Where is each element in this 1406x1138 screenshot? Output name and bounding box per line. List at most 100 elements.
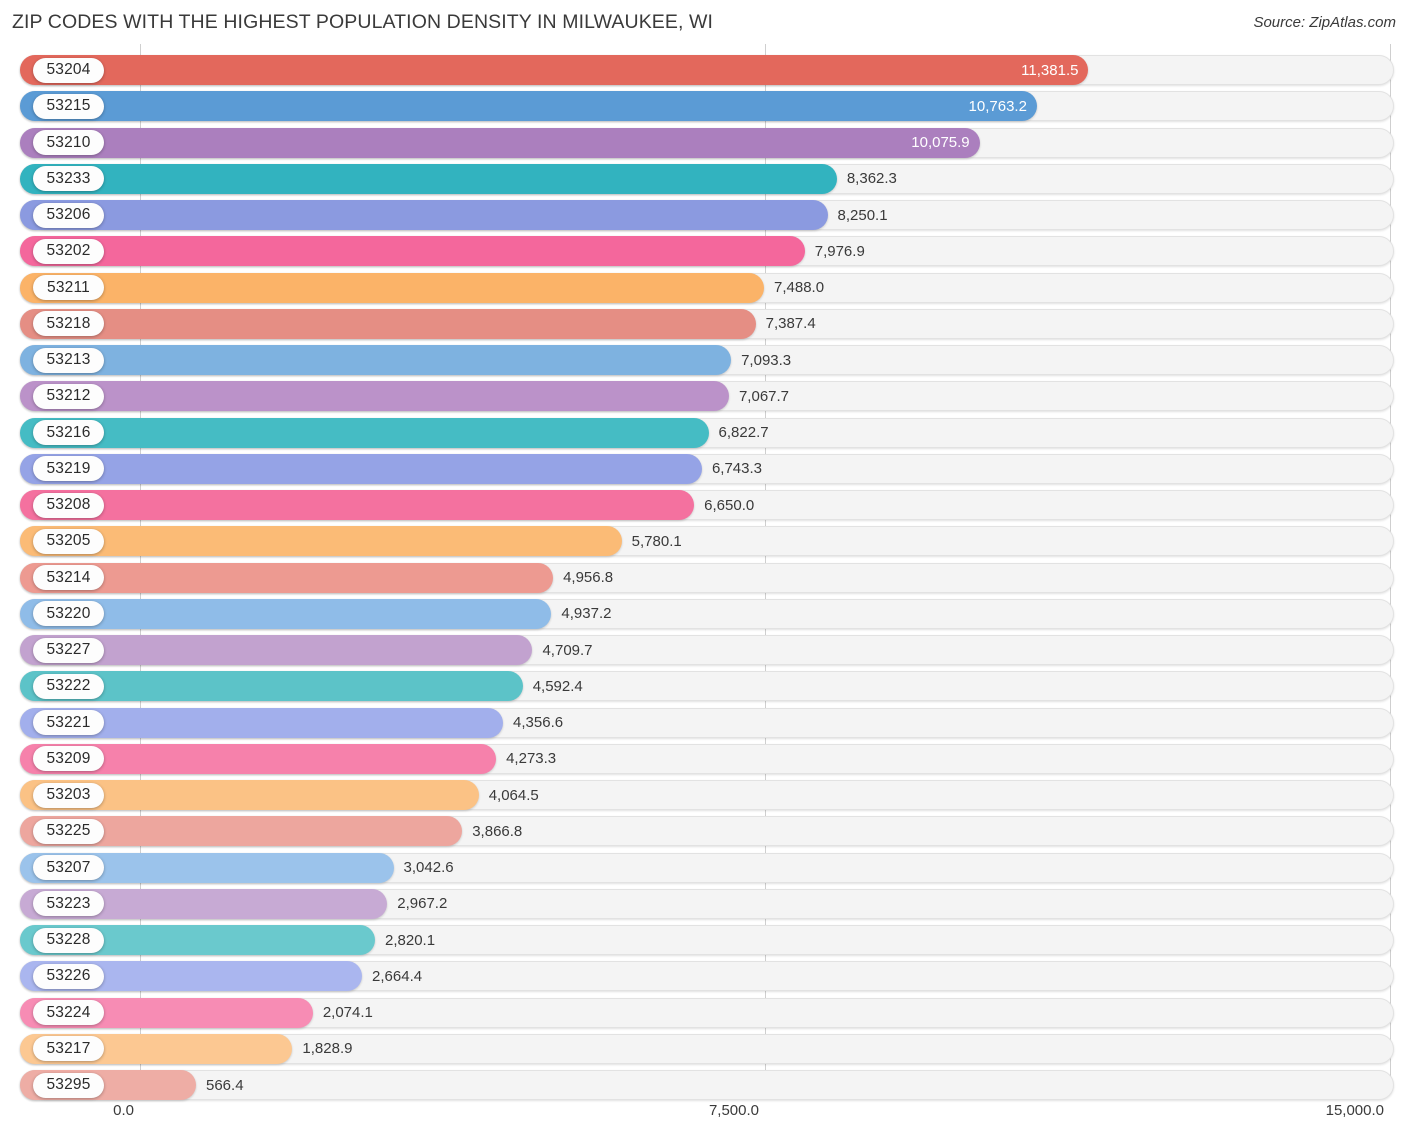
- bar-value-label: 2,664.4: [372, 967, 423, 985]
- bar-row[interactable]: 53212 7,067.7: [0, 381, 1406, 412]
- bar[interactable]: [20, 127, 980, 158]
- bar-category-pill: 53203: [33, 782, 104, 808]
- bar-row[interactable]: 53203 4,064.5: [0, 780, 1406, 810]
- bar-category-pill: 53215: [33, 93, 104, 119]
- bar-category-label: 53218: [46, 314, 91, 332]
- bar-category-pill: 53225: [33, 818, 104, 844]
- bar-row[interactable]: 53227 4,709.7: [0, 635, 1406, 665]
- bar-value-label: 4,273.3: [506, 750, 557, 768]
- bar-row[interactable]: 53221 4,356.6: [0, 707, 1406, 738]
- bar-row[interactable]: 53206 8,250.1: [0, 200, 1406, 230]
- source-attribution: Source: ZipAtlas.com: [1253, 14, 1396, 31]
- bar-value-label: 8,250.1: [837, 206, 888, 224]
- bar[interactable]: [20, 453, 702, 484]
- bar-row[interactable]: 53213 7,093.3: [0, 345, 1406, 375]
- bar-rows: 53204 11,381.5 53215 10,763.2 53210 10,075.9 5…: [0, 44, 1406, 1100]
- bar-category-pill: 53220: [33, 601, 104, 627]
- bar-category-label: 53202: [46, 242, 91, 260]
- bar-value-label: 7,387.4: [765, 315, 816, 333]
- bar-row[interactable]: 53215 10,763.2: [0, 91, 1406, 122]
- bar-row[interactable]: 53211 7,488.0: [0, 272, 1406, 303]
- bar-value-label: 10,075.9: [911, 134, 970, 151]
- bar[interactable]: [20, 526, 622, 557]
- bar-category-pill: 53213: [33, 347, 104, 373]
- bar-row[interactable]: 53222 4,592.4: [0, 671, 1406, 702]
- bar-category-pill: 53216: [33, 420, 104, 445]
- bar-category-label: 53221: [46, 713, 91, 731]
- bar-value-label: 3,042.6: [403, 859, 454, 876]
- bar-row[interactable]: 53219 6,743.3: [0, 453, 1406, 484]
- bar-category-label: 53211: [47, 278, 90, 296]
- bar[interactable]: [20, 490, 695, 520]
- bar-row[interactable]: 53224 2,074.1: [0, 997, 1406, 1028]
- bar-row[interactable]: 53218 7,387.4: [0, 308, 1406, 339]
- bar-row[interactable]: 53207 3,042.6: [0, 852, 1406, 883]
- bar-category-pill: 53205: [33, 528, 104, 554]
- bar[interactable]: [20, 417, 709, 448]
- bar[interactable]: [20, 91, 1037, 122]
- bar-category-pill: 53211: [33, 275, 104, 300]
- bar-row[interactable]: 53223 2,967.2: [0, 888, 1406, 919]
- bar-category-label: 53208: [46, 496, 91, 513]
- bar-row[interactable]: 53225 3,866.8: [0, 816, 1406, 847]
- bar[interactable]: [20, 308, 756, 339]
- bar[interactable]: [20, 236, 805, 267]
- page-title: ZIP CODES WITH THE HIGHEST POPULATION DE…: [12, 11, 714, 33]
- bar[interactable]: [20, 635, 533, 665]
- bar-category-pill: 53226: [33, 963, 104, 989]
- bar-category-label: 53226: [46, 967, 91, 985]
- bar[interactable]: [20, 562, 554, 593]
- bar-category-pill: 53228: [33, 927, 104, 953]
- bar[interactable]: [20, 598, 552, 629]
- bar-value-label: 2,820.1: [385, 931, 436, 949]
- bar-category-pill: 53233: [33, 166, 104, 192]
- bar-row[interactable]: 53226 2,664.4: [0, 961, 1406, 992]
- bar-row[interactable]: 53220 4,937.2: [0, 598, 1406, 629]
- bar-row[interactable]: 53202 7,976.9: [0, 236, 1406, 267]
- bar-value-label: 1,828.9: [302, 1040, 353, 1058]
- bar-category-pill: 53210: [33, 130, 104, 155]
- bar-category-pill: 53217: [33, 1036, 104, 1062]
- bar-row[interactable]: 53209 4,273.3: [0, 743, 1406, 774]
- bar-category-label: 53224: [46, 1003, 91, 1021]
- bar-row[interactable]: 53228 2,820.1: [0, 925, 1406, 955]
- bar[interactable]: [20, 345, 732, 375]
- bar[interactable]: [20, 200, 828, 230]
- bar-value-label: 2,074.1: [322, 1004, 373, 1021]
- bar-value-label: 4,937.2: [561, 605, 612, 623]
- bar-category-label: 53227: [46, 641, 91, 658]
- bar-row[interactable]: 53205 5,780.1: [0, 526, 1406, 557]
- bar-category-label: 53220: [46, 604, 91, 622]
- bar-category-label: 53207: [46, 858, 91, 876]
- bar-category-label: 53223: [46, 894, 91, 912]
- bar-row[interactable]: 53204 11,381.5: [0, 55, 1406, 85]
- bar-row[interactable]: 53233 8,362.3: [0, 163, 1406, 194]
- bar-category-pill: 53224: [33, 1000, 104, 1025]
- chart-plot-area: 53204 11,381.5 53215 10,763.2 53210 10,075.9 5…: [0, 44, 1406, 1100]
- bar-value-label: 8,362.3: [846, 170, 897, 188]
- bar-row[interactable]: 53210 10,075.9: [0, 127, 1406, 158]
- bar[interactable]: [20, 55, 1089, 85]
- bar[interactable]: [20, 163, 837, 194]
- bar-category-pill: 53212: [33, 383, 104, 409]
- bar-category-label: 53213: [46, 351, 91, 368]
- bar-value-label: 4,709.7: [542, 641, 593, 659]
- bar-row[interactable]: 53217 1,828.9: [0, 1033, 1406, 1064]
- bar-category-pill: 53223: [33, 891, 104, 917]
- bar-value-label: 566.4: [206, 1076, 244, 1094]
- bar-value-label: 7,976.9: [814, 242, 865, 260]
- bar-value-label: 7,488.0: [774, 279, 825, 296]
- bar-category-label: 53215: [46, 97, 91, 115]
- bar-row[interactable]: 53208 6,650.0: [0, 490, 1406, 520]
- bar-row[interactable]: 53216 6,822.7: [0, 417, 1406, 448]
- bar-category-label: 53233: [46, 169, 91, 187]
- bar[interactable]: [20, 272, 764, 303]
- x-axis-tick-label: 15,000.0: [1325, 1102, 1384, 1119]
- bar-row[interactable]: 53295 566.4: [0, 1070, 1406, 1100]
- bar[interactable]: [20, 381, 729, 412]
- bar-row[interactable]: 53214 4,956.8: [0, 562, 1406, 593]
- bar-category-label: 53214: [46, 568, 91, 586]
- bar-category-pill: 53221: [33, 710, 104, 735]
- x-axis-tick-label: 7,500.0: [708, 1102, 759, 1119]
- bar-category-label: 53210: [46, 133, 91, 151]
